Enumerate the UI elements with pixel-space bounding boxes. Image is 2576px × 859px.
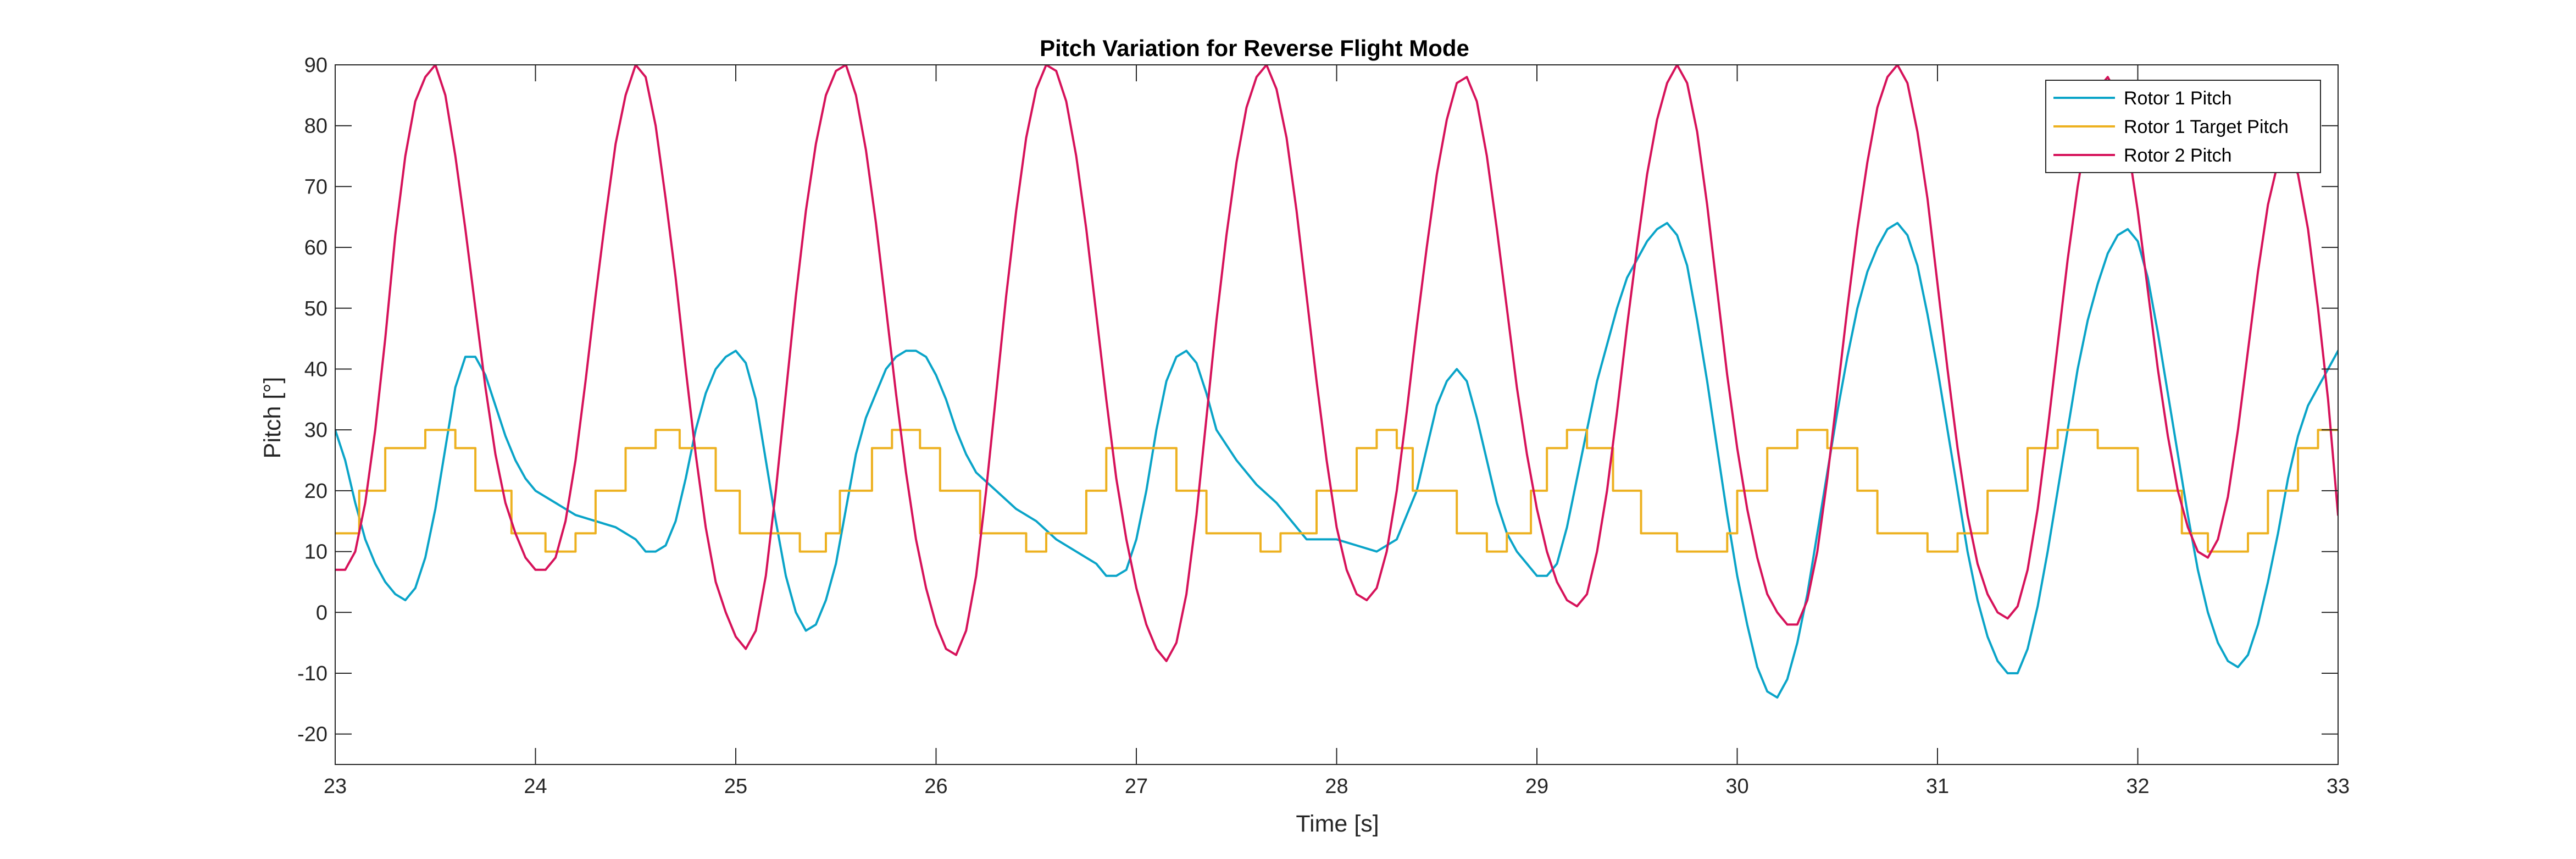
x-axis-label: Time [s] (1296, 811, 1379, 837)
x-tick-label: 28 (1325, 775, 1348, 798)
y-tick-label: 50 (304, 297, 327, 320)
x-tick-label: 26 (924, 775, 947, 798)
legend-label-1: Rotor 1 Pitch (2124, 88, 2232, 109)
legend-label-2: Rotor 1 Target Pitch (2124, 117, 2289, 137)
x-tick-label: 31 (1926, 775, 1949, 798)
legend-label-3: Rotor 2 Pitch (2124, 145, 2232, 166)
y-tick-label: 0 (316, 601, 327, 624)
y-tick-label: 90 (304, 54, 327, 77)
series-line-1 (335, 221, 2338, 699)
y-tick-label: 20 (304, 480, 327, 503)
y-tick-label: -20 (297, 723, 327, 746)
y-tick-label: 30 (304, 419, 327, 442)
chart-title: Pitch Variation for Reverse Flight Mode (1040, 35, 1469, 61)
y-tick-label: 10 (304, 541, 327, 564)
series-line-2 (335, 429, 2338, 553)
x-tick-label: 24 (524, 775, 547, 798)
y-axis-label: Pitch [°] (259, 377, 286, 459)
x-tick-label: 25 (724, 775, 747, 798)
legend: Rotor 1 Pitch Rotor 1 Target Pitch Rotor 2… (2045, 80, 2321, 173)
x-tick-label: 30 (1725, 775, 1748, 798)
tick-marks (335, 64, 2339, 764)
y-tick-label: 60 (304, 236, 327, 259)
y-tick-label: 70 (304, 175, 327, 198)
y-tick-label: -10 (297, 662, 327, 685)
x-tick-label: 27 (1125, 775, 1148, 798)
series-line-3 (335, 65, 2338, 662)
x-tick-label: 23 (324, 775, 347, 798)
x-tick-label: 29 (1525, 775, 1548, 798)
plot-area (335, 65, 2338, 764)
y-tick-label: 40 (304, 358, 327, 381)
series-layer (335, 65, 2338, 699)
tick-labels: 23 24 25 26 27 28 29 30 31 32 33 -20 -10 0 10 20 30 40 50 6… (297, 54, 2350, 798)
x-tick-label: 32 (2126, 775, 2149, 798)
plot-background (335, 65, 2338, 764)
x-tick-label: 33 (2327, 775, 2350, 798)
y-tick-label: 80 (304, 115, 327, 138)
